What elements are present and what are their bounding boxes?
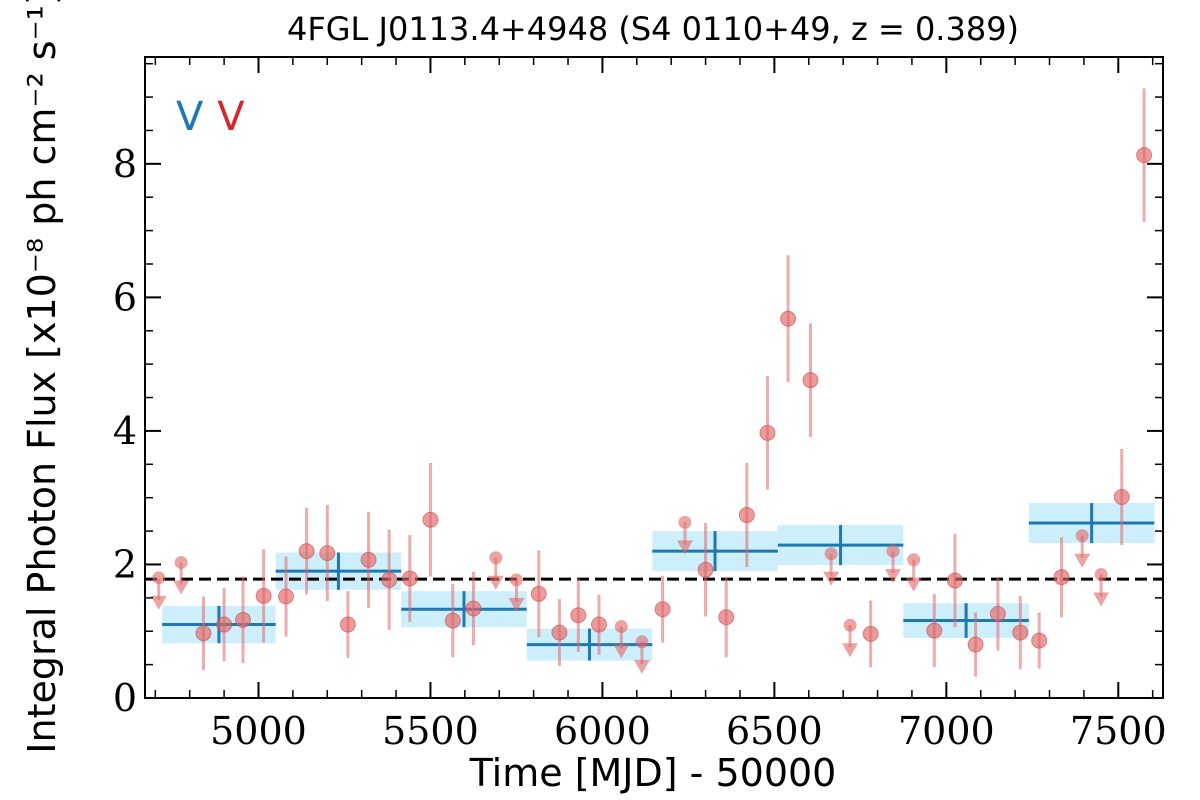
y-axis-label: Integral Photon Flux [x10⁻⁸ ph cm⁻² s⁻¹]	[20, 0, 64, 754]
y-tick-label: 8	[113, 142, 137, 186]
upper-limit-point	[843, 618, 857, 632]
flux-point	[926, 622, 943, 639]
upper-limit-point	[635, 635, 649, 649]
upper-limit-arrow	[487, 575, 504, 590]
upper-limit-arrow	[842, 643, 859, 658]
x-tick-label: 7000	[898, 709, 995, 753]
flux-point	[1012, 624, 1029, 641]
flux-point	[802, 372, 819, 389]
upper-limit-arrow	[1093, 592, 1110, 607]
plot-frame	[144, 56, 1164, 699]
upper-limit-point	[152, 571, 166, 585]
upper-limit-arrow	[508, 597, 525, 612]
flux-point	[654, 601, 671, 618]
flux-point	[381, 571, 398, 588]
chart-title: 4FGL J0113.4+4948 (S4 0110+49, z = 0.389…	[287, 10, 1019, 48]
upper-limit-point	[886, 544, 900, 558]
flux-point	[989, 605, 1006, 622]
flux-point	[1136, 147, 1153, 164]
upper-limit-arrow	[1074, 553, 1091, 568]
flux-point	[278, 588, 295, 605]
upper-limit-point	[489, 551, 503, 565]
flux-point	[401, 570, 418, 587]
x-axis-label: Time [MJD] - 50000	[469, 751, 837, 795]
flux-point	[718, 609, 735, 626]
y-tick-label: 6	[113, 275, 137, 319]
x-tick-label: 5500	[382, 709, 479, 753]
upper-limit-arrow	[823, 571, 840, 586]
flux-point	[1053, 569, 1070, 586]
x-tick-label: 5000	[210, 709, 307, 753]
upper-limit-point	[907, 553, 921, 567]
upper-limit-point	[614, 620, 628, 634]
y-tick-label: 2	[113, 542, 137, 586]
flux-point	[738, 507, 755, 524]
flux-point	[319, 545, 336, 562]
flux-point	[570, 607, 587, 624]
flux-point	[255, 587, 272, 604]
flux-point	[759, 424, 776, 441]
flux-point	[697, 561, 714, 578]
flux-point	[780, 310, 797, 327]
flux-point	[530, 585, 547, 602]
flux-point	[1031, 632, 1048, 649]
flux-point	[235, 611, 252, 628]
flux-point	[298, 543, 315, 560]
upper-limit-point	[678, 515, 692, 529]
y-axis: 0 2 4 6 8	[113, 62, 1163, 720]
x-tick-label: 7500	[1070, 709, 1167, 753]
upper-limit-arrow	[885, 569, 902, 584]
flux-point	[360, 551, 377, 568]
upper-limit-arrow	[676, 540, 693, 555]
upper-limit-point	[1075, 529, 1089, 543]
x-axis: 5000 5500 6000 6500 7000 7500	[154, 57, 1167, 753]
upper-limit-point	[174, 555, 188, 569]
epoch-marker: V	[217, 94, 245, 140]
flux-point	[862, 625, 879, 642]
flux-point	[946, 572, 963, 589]
epoch-marker: V	[176, 94, 204, 140]
flux-point	[967, 636, 984, 653]
x-tick-label: 6000	[554, 709, 651, 753]
upper-limit-arrow	[905, 577, 922, 592]
y-tick-label: 0	[113, 676, 137, 720]
upper-limit-arrow	[150, 595, 167, 610]
upper-limit-point	[1094, 567, 1108, 581]
upper-limit-arrow	[633, 659, 650, 674]
upper-limit-arrow	[613, 644, 630, 659]
flux-point	[590, 616, 607, 633]
flux-point	[1113, 489, 1130, 506]
flux-point	[422, 511, 439, 528]
upper-limit-arrow	[173, 580, 190, 595]
upper-limit-point	[824, 547, 838, 561]
x-tick-label: 6500	[726, 709, 823, 753]
flux-point	[339, 616, 356, 633]
flux-point	[444, 612, 461, 629]
flux-point	[195, 625, 212, 642]
y-tick-label: 4	[113, 409, 137, 453]
flux-point	[216, 616, 233, 633]
flux-point	[465, 600, 482, 617]
flux-point	[551, 624, 568, 641]
upper-limit-point	[509, 573, 523, 587]
